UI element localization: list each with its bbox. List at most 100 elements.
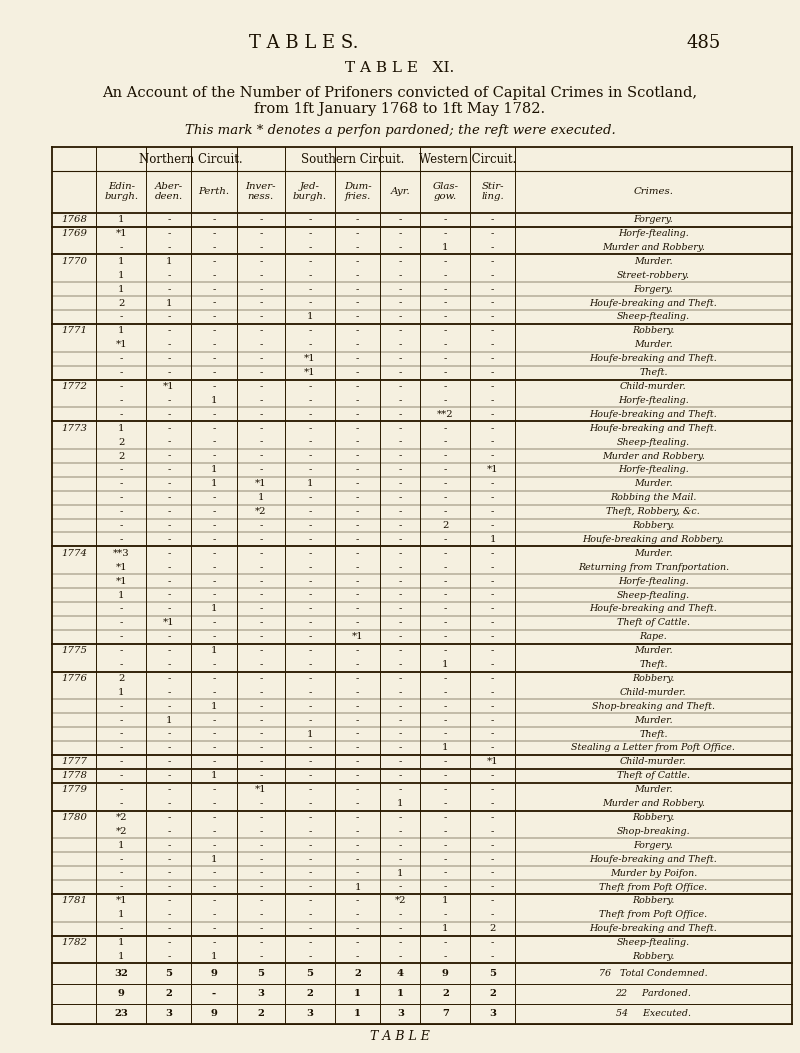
Text: -: - bbox=[491, 799, 494, 808]
Text: -: - bbox=[167, 562, 170, 572]
Text: -: - bbox=[167, 604, 170, 614]
Text: -: - bbox=[120, 493, 123, 502]
Text: -: - bbox=[212, 938, 216, 947]
Text: -: - bbox=[356, 591, 359, 599]
Text: -: - bbox=[356, 271, 359, 280]
Text: -: - bbox=[356, 313, 359, 321]
Text: -: - bbox=[259, 535, 262, 544]
Text: -: - bbox=[212, 786, 216, 794]
Text: -: - bbox=[120, 701, 123, 711]
Text: -: - bbox=[444, 369, 447, 377]
Text: -: - bbox=[308, 938, 312, 947]
Text: -: - bbox=[398, 521, 402, 530]
Text: -: - bbox=[259, 452, 262, 460]
Text: -: - bbox=[259, 632, 262, 641]
Text: -: - bbox=[212, 743, 216, 753]
Text: -: - bbox=[212, 271, 216, 280]
Text: Shop-breaking and Theft.: Shop-breaking and Theft. bbox=[592, 701, 715, 711]
Text: -: - bbox=[491, 882, 494, 892]
Text: Edin-
burgh.: Edin- burgh. bbox=[104, 182, 138, 201]
Text: -: - bbox=[308, 660, 312, 669]
Text: *2: *2 bbox=[115, 827, 127, 836]
Text: -: - bbox=[398, 326, 402, 336]
Text: -: - bbox=[259, 757, 262, 767]
Text: Stir-
ling.: Stir- ling. bbox=[482, 182, 504, 201]
Text: -: - bbox=[167, 521, 170, 530]
Text: -: - bbox=[398, 396, 402, 405]
Text: -: - bbox=[308, 271, 312, 280]
Text: -: - bbox=[259, 730, 262, 738]
Text: 1771: 1771 bbox=[61, 326, 87, 336]
Text: -: - bbox=[167, 438, 170, 446]
Text: -: - bbox=[259, 465, 262, 475]
Text: 1: 1 bbox=[210, 647, 218, 655]
Text: -: - bbox=[444, 771, 447, 780]
Text: -: - bbox=[308, 647, 312, 655]
Text: -: - bbox=[356, 340, 359, 350]
Text: -: - bbox=[444, 786, 447, 794]
Text: -: - bbox=[398, 535, 402, 544]
Text: -: - bbox=[444, 549, 447, 558]
Text: -: - bbox=[356, 438, 359, 446]
Text: 2: 2 bbox=[166, 989, 172, 998]
Text: -: - bbox=[308, 813, 312, 822]
Text: -: - bbox=[308, 632, 312, 641]
Text: 76   Total Condemned.: 76 Total Condemned. bbox=[599, 969, 708, 978]
Text: -: - bbox=[308, 869, 312, 877]
Text: -: - bbox=[167, 591, 170, 599]
Text: -: - bbox=[356, 827, 359, 836]
Text: 1: 1 bbox=[210, 855, 218, 863]
Text: -: - bbox=[212, 313, 216, 321]
Text: Robbery.: Robbery. bbox=[632, 952, 674, 961]
Text: -: - bbox=[259, 354, 262, 363]
Text: -: - bbox=[491, 230, 494, 238]
Text: T A B L E   XI.: T A B L E XI. bbox=[346, 61, 454, 75]
Text: 1: 1 bbox=[397, 869, 403, 877]
Text: -: - bbox=[308, 840, 312, 850]
Text: -: - bbox=[444, 938, 447, 947]
Text: -: - bbox=[356, 257, 359, 265]
Text: -: - bbox=[120, 647, 123, 655]
Text: -: - bbox=[444, 215, 447, 224]
Text: 1: 1 bbox=[258, 493, 264, 502]
Text: -: - bbox=[356, 701, 359, 711]
Text: *1: *1 bbox=[486, 757, 498, 767]
Text: 1773: 1773 bbox=[61, 423, 87, 433]
Text: -: - bbox=[398, 757, 402, 767]
Text: 1: 1 bbox=[118, 257, 125, 265]
Text: -: - bbox=[212, 562, 216, 572]
Text: -: - bbox=[308, 688, 312, 697]
Text: -: - bbox=[167, 896, 170, 906]
Text: -: - bbox=[398, 479, 402, 489]
Text: -: - bbox=[356, 757, 359, 767]
Text: Houfe-breaking and Theft.: Houfe-breaking and Theft. bbox=[590, 604, 718, 614]
Text: -: - bbox=[356, 660, 359, 669]
Text: 485: 485 bbox=[687, 34, 721, 52]
Text: -: - bbox=[259, 369, 262, 377]
Text: -: - bbox=[491, 562, 494, 572]
Text: 3: 3 bbox=[397, 1009, 404, 1018]
Text: -: - bbox=[212, 521, 216, 530]
Text: -: - bbox=[212, 577, 216, 585]
Text: -: - bbox=[308, 465, 312, 475]
Text: Ayr.: Ayr. bbox=[390, 187, 410, 196]
Text: -: - bbox=[167, 340, 170, 350]
Text: -: - bbox=[167, 869, 170, 877]
Text: *2: *2 bbox=[115, 813, 127, 822]
Text: -: - bbox=[212, 925, 216, 933]
Text: -: - bbox=[120, 660, 123, 669]
Text: -: - bbox=[356, 423, 359, 433]
Text: -: - bbox=[444, 577, 447, 585]
Text: 5: 5 bbox=[489, 969, 496, 978]
Text: -: - bbox=[444, 452, 447, 460]
Text: -: - bbox=[167, 757, 170, 767]
Text: -: - bbox=[356, 911, 359, 919]
Text: -: - bbox=[356, 604, 359, 614]
Text: -: - bbox=[167, 215, 170, 224]
Text: Inver-
ness.: Inver- ness. bbox=[246, 182, 276, 201]
Text: -: - bbox=[398, 271, 402, 280]
Text: -: - bbox=[491, 271, 494, 280]
Text: -: - bbox=[491, 410, 494, 419]
Text: -: - bbox=[308, 882, 312, 892]
Text: 2: 2 bbox=[118, 438, 125, 446]
